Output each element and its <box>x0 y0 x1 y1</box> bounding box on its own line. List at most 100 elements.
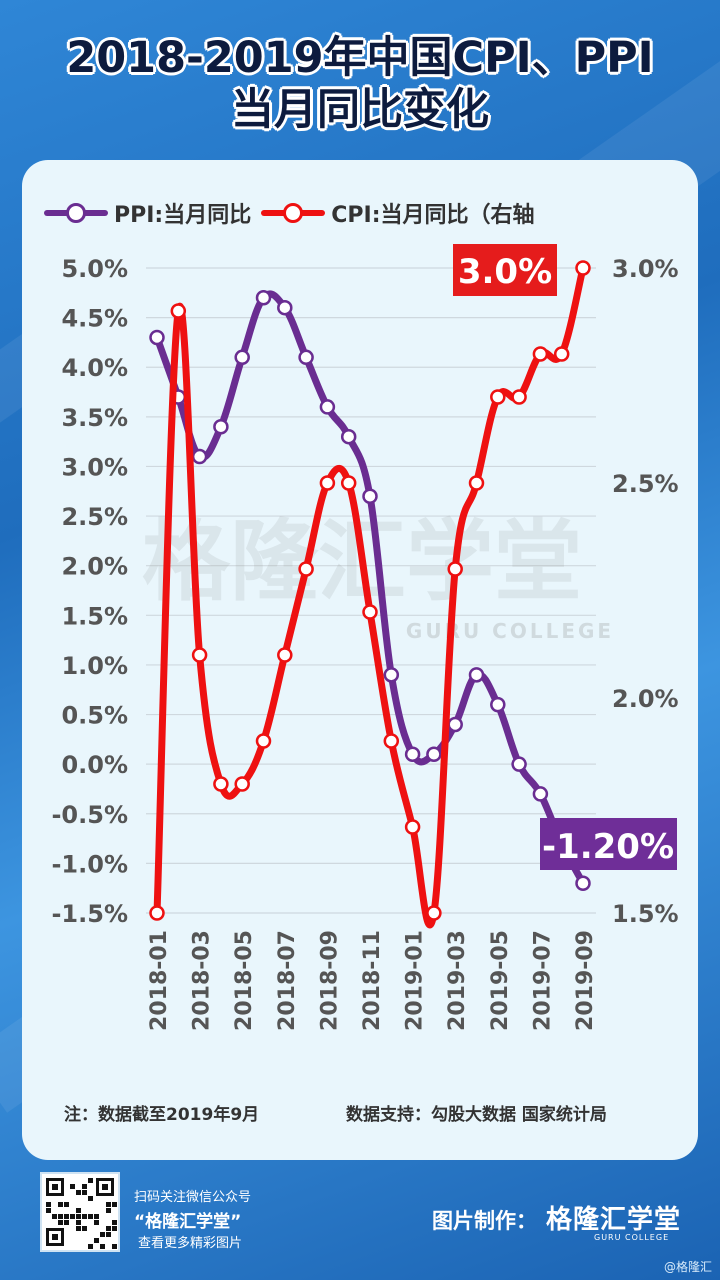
qr-module <box>82 1214 87 1219</box>
ppi-data-point <box>490 696 506 713</box>
qr-module <box>58 1220 63 1225</box>
ppi-data-point <box>362 488 378 504</box>
ppi-data-point <box>468 667 485 683</box>
qr-module <box>112 1220 117 1225</box>
y-right-tick-label: 2.5% <box>612 470 679 498</box>
cpi-data-point <box>234 776 250 792</box>
chart-card <box>22 160 698 1160</box>
corner-watermark: @格隆汇 <box>663 1260 712 1274</box>
ppi-data-point <box>319 399 336 415</box>
x-tick-label: 2018-05 <box>232 930 257 1031</box>
ppi-data-point <box>213 419 229 435</box>
qr-module <box>88 1196 93 1201</box>
y-left-tick-label: 4.5% <box>61 305 128 333</box>
y-left-tick-label: 0.0% <box>61 751 128 779</box>
y-left-tick-label: -0.5% <box>51 801 128 829</box>
qr-finder <box>102 1184 108 1190</box>
y-left-tick-label: -1.5% <box>51 900 128 928</box>
qr-module <box>112 1226 117 1231</box>
qr-finder <box>52 1234 58 1240</box>
qr-module <box>64 1220 69 1225</box>
cpi-data-point <box>255 733 272 749</box>
y-left-tick-label: 4.0% <box>61 354 128 382</box>
x-tick-label: 2018-07 <box>275 930 300 1031</box>
cpi-data-point <box>362 604 378 620</box>
y-left-tick-label: 1.0% <box>61 652 128 680</box>
ppi-callout-label: -1.20% <box>542 827 674 867</box>
qr-module <box>58 1202 63 1207</box>
qr-module <box>58 1214 63 1219</box>
ppi-data-point <box>298 349 314 366</box>
qr-module <box>76 1208 81 1213</box>
qr-module <box>76 1214 81 1219</box>
y-left-tick-label: 5.0% <box>61 255 128 283</box>
legend-label-cpi: CPI:当月同比（右轴 <box>331 203 535 228</box>
qr-module <box>100 1232 105 1237</box>
ppi-data-point <box>426 746 442 762</box>
cpi-data-point <box>298 561 314 577</box>
qr-finder <box>52 1184 58 1190</box>
cpi-data-point <box>511 389 527 405</box>
y-right-tick-label: 2.0% <box>612 685 679 713</box>
title-line-2: 当月同比变化 <box>231 85 489 135</box>
qr-module <box>82 1190 87 1195</box>
cpi-callout-box <box>453 244 557 296</box>
cpi-data-point <box>447 561 463 577</box>
qr-module <box>82 1226 87 1231</box>
cpi-data-point <box>277 647 293 663</box>
qr-module <box>64 1202 69 1207</box>
brand-logo: 格隆汇学堂 <box>546 1205 682 1235</box>
ppi-data-point <box>404 746 421 762</box>
ppi-data-point <box>383 667 400 683</box>
ppi-data-point <box>575 875 591 891</box>
y-left-tick-label: -1.0% <box>51 850 128 878</box>
qr-module <box>94 1214 99 1219</box>
ppi-data-point <box>447 716 463 733</box>
qr-module <box>94 1220 99 1225</box>
ppi-line-swatch-icon <box>44 203 108 223</box>
qr-module <box>64 1214 69 1219</box>
note-left: 注：数据截至2019年9月 <box>64 1105 260 1125</box>
qr-module <box>76 1220 81 1225</box>
qr-module <box>112 1244 117 1249</box>
ppi-data-point <box>511 756 527 772</box>
ppi-series-line <box>153 290 587 887</box>
y-left-tick-label: 0.5% <box>61 702 128 730</box>
y-left-tick-label: 2.0% <box>61 553 128 581</box>
qr-module <box>88 1244 93 1249</box>
cpi-data-point <box>149 905 165 921</box>
ppi-data-point <box>277 299 293 316</box>
qr-code-icon[interactable] <box>40 1172 120 1252</box>
cpi-data-point <box>191 647 208 663</box>
cpi-data-point <box>213 776 229 792</box>
cpi-data-point <box>170 303 187 319</box>
cpi-data-point <box>383 733 400 749</box>
qr-module <box>76 1190 81 1195</box>
legend-item-ppi: PPI:当月同比 <box>44 197 251 229</box>
qr-module <box>76 1226 81 1231</box>
x-tick-label: 2019-07 <box>530 930 555 1031</box>
cpi-data-point <box>319 475 336 491</box>
ppi-data-point <box>191 448 208 465</box>
x-tick-label: 2019-03 <box>445 930 470 1031</box>
x-tick-label: 2018-09 <box>317 930 342 1031</box>
note-right: 数据支持：勾股大数据 国家统计局 <box>346 1105 607 1125</box>
qr-module <box>106 1202 111 1207</box>
y-left-tick-label: 1.5% <box>61 602 128 630</box>
qr-module <box>70 1214 75 1219</box>
x-tick-label: 2019-05 <box>488 930 513 1031</box>
cpi-data-point <box>404 819 421 835</box>
qr-module <box>112 1202 117 1207</box>
qr-module <box>94 1238 99 1243</box>
ppi-data-point <box>532 786 549 802</box>
ppi-data-point <box>340 428 357 445</box>
title-line-1: 2018-2019年中国CPI、PPI <box>66 33 654 83</box>
qr-module <box>106 1232 111 1237</box>
cpi-series-line <box>153 264 587 929</box>
y-left-tick-label: 2.5% <box>61 503 128 531</box>
ppi-data-point <box>149 329 165 346</box>
cpi-data-point <box>468 475 485 491</box>
cpi-callout-label: 3.0% <box>458 252 552 292</box>
qr-module <box>52 1214 57 1219</box>
ppi-data-point <box>234 349 250 366</box>
